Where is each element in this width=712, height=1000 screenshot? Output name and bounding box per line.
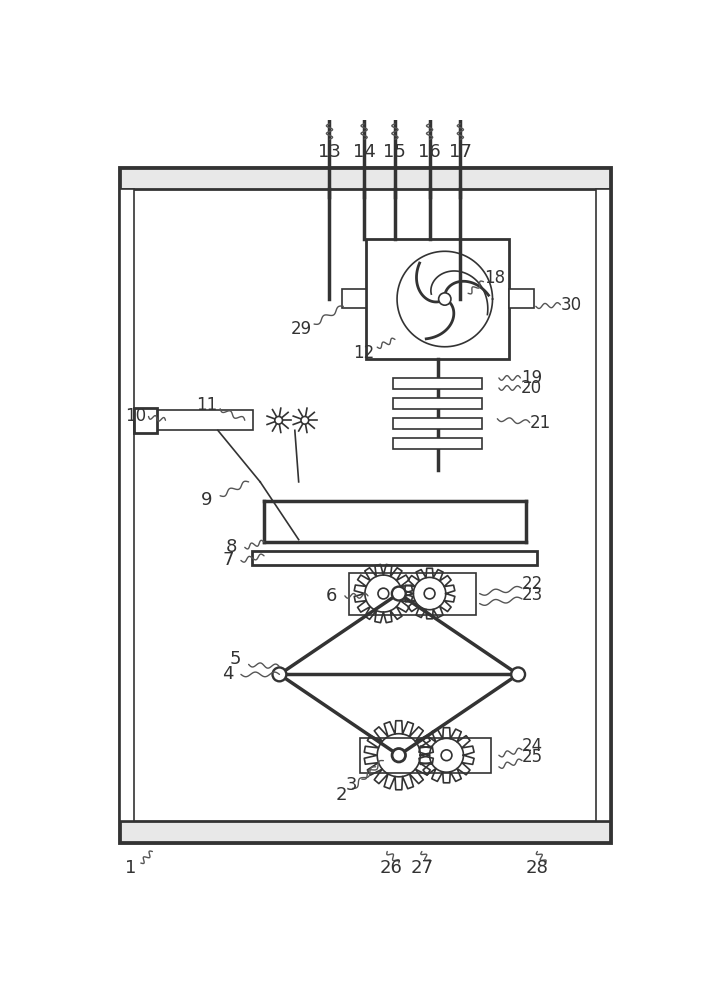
Text: 13: 13 — [318, 143, 341, 161]
Text: 22: 22 — [521, 575, 543, 593]
Text: 9: 9 — [201, 491, 213, 509]
Bar — [509, 289, 533, 308]
Text: 23: 23 — [521, 586, 543, 604]
Circle shape — [392, 748, 406, 762]
Bar — [394, 438, 482, 449]
Text: 2: 2 — [335, 786, 347, 804]
Text: 6: 6 — [326, 587, 337, 605]
Text: 10: 10 — [125, 407, 146, 425]
Text: 3: 3 — [345, 776, 357, 794]
Text: 16: 16 — [418, 143, 441, 161]
Text: 21: 21 — [530, 414, 551, 432]
Text: 18: 18 — [483, 269, 505, 287]
Bar — [120, 168, 609, 842]
Circle shape — [392, 749, 405, 761]
Text: 17: 17 — [449, 143, 472, 161]
Bar — [134, 410, 253, 430]
Text: 27: 27 — [410, 859, 434, 877]
Circle shape — [378, 588, 389, 599]
Text: 7: 7 — [222, 551, 234, 569]
Text: 29: 29 — [291, 320, 313, 338]
Bar — [367, 239, 509, 359]
Text: 20: 20 — [520, 379, 542, 397]
Bar — [134, 408, 157, 433]
Text: 11: 11 — [197, 396, 218, 414]
Bar — [394, 418, 482, 429]
Bar — [120, 821, 609, 842]
Bar — [349, 573, 476, 615]
Text: 4: 4 — [222, 665, 234, 683]
Text: 28: 28 — [526, 859, 549, 877]
Bar — [394, 378, 482, 389]
Circle shape — [511, 667, 525, 681]
Text: 30: 30 — [560, 296, 582, 314]
Bar — [360, 738, 491, 773]
Circle shape — [392, 587, 406, 600]
Text: 15: 15 — [384, 143, 407, 161]
Text: 25: 25 — [522, 748, 543, 766]
Circle shape — [301, 416, 309, 424]
Circle shape — [275, 416, 283, 424]
Circle shape — [441, 750, 452, 761]
Circle shape — [424, 588, 435, 599]
Text: 8: 8 — [226, 538, 237, 556]
Text: 14: 14 — [352, 143, 375, 161]
Bar — [394, 398, 482, 409]
Text: 12: 12 — [353, 344, 375, 362]
Text: 26: 26 — [379, 859, 402, 877]
Bar — [342, 289, 367, 308]
Bar — [253, 551, 538, 565]
Text: 1: 1 — [125, 859, 137, 877]
Bar — [120, 189, 134, 821]
Bar — [596, 189, 609, 821]
Text: 19: 19 — [520, 369, 542, 387]
Bar — [120, 168, 609, 189]
Text: 5: 5 — [230, 650, 241, 668]
Circle shape — [439, 293, 451, 305]
Text: 24: 24 — [522, 737, 543, 755]
Circle shape — [273, 667, 286, 681]
